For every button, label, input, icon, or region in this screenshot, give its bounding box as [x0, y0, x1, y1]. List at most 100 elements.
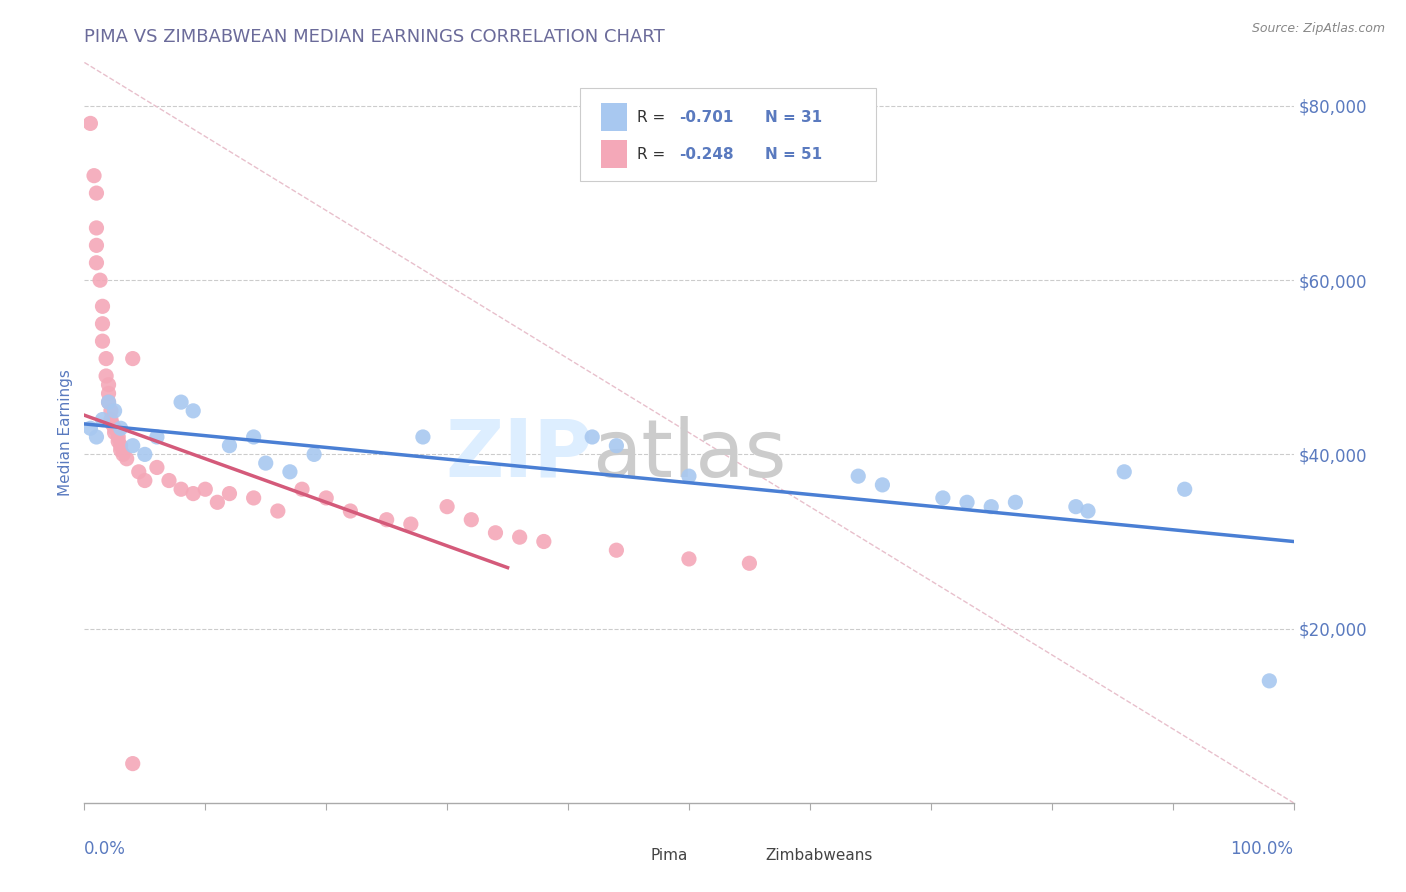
Point: [79, 116, 101, 130]
Text: Source: ZipAtlas.com: Source: ZipAtlas.com: [1251, 22, 1385, 36]
Point: [436, 500, 458, 514]
Text: -0.248: -0.248: [679, 147, 734, 161]
Point: [101, 417, 124, 431]
Point: [89, 273, 111, 287]
Point: [460, 513, 482, 527]
Point: [97, 395, 120, 409]
Point: [128, 465, 150, 479]
Point: [678, 552, 700, 566]
Point: [97, 395, 120, 409]
Point: [605, 439, 627, 453]
Point: [242, 491, 264, 505]
Text: 100.0%: 100.0%: [1230, 840, 1294, 858]
Bar: [731, 844, 758, 866]
Point: [94, 351, 117, 366]
Point: [254, 456, 277, 470]
Point: [218, 439, 240, 453]
Point: [104, 425, 127, 440]
Text: 0.0%: 0.0%: [84, 840, 127, 858]
Point: [846, 469, 869, 483]
Point: [146, 460, 169, 475]
Point: [181, 404, 204, 418]
Point: [484, 525, 506, 540]
FancyBboxPatch shape: [581, 88, 876, 181]
Bar: [600, 140, 627, 169]
Point: [375, 513, 398, 527]
Point: [412, 430, 434, 444]
Point: [97, 377, 120, 392]
Point: [738, 556, 761, 570]
Point: [94, 369, 117, 384]
Point: [100, 404, 122, 418]
Text: R =: R =: [637, 110, 671, 125]
Text: -0.701: -0.701: [679, 110, 734, 125]
Point: [170, 482, 193, 496]
Point: [315, 491, 337, 505]
Point: [678, 469, 700, 483]
Point: [218, 486, 240, 500]
Y-axis label: Median Earnings: Median Earnings: [58, 369, 73, 496]
Point: [533, 534, 555, 549]
Point: [581, 430, 603, 444]
Text: Pima: Pima: [650, 847, 688, 863]
Point: [291, 482, 314, 496]
Point: [509, 530, 531, 544]
Point: [86, 238, 108, 252]
Point: [86, 186, 108, 200]
Text: Zimbabweans: Zimbabweans: [765, 847, 873, 863]
Bar: [600, 103, 627, 131]
Point: [110, 443, 132, 458]
Point: [110, 421, 132, 435]
Point: [157, 474, 180, 488]
Point: [79, 421, 101, 435]
Text: PIMA VS ZIMBABWEAN MEDIAN EARNINGS CORRELATION CHART: PIMA VS ZIMBABWEAN MEDIAN EARNINGS CORRE…: [84, 28, 665, 45]
Point: [121, 351, 143, 366]
Point: [121, 756, 143, 771]
Point: [112, 447, 135, 461]
Point: [1077, 504, 1099, 518]
Text: N = 31: N = 31: [765, 110, 823, 125]
Text: ZIP: ZIP: [444, 416, 592, 494]
Point: [932, 491, 955, 505]
Point: [104, 404, 127, 418]
Text: R =: R =: [637, 147, 671, 161]
Point: [91, 412, 114, 426]
Point: [100, 412, 122, 426]
Point: [104, 421, 127, 435]
Point: [107, 430, 129, 444]
Point: [1258, 673, 1281, 688]
Point: [278, 465, 301, 479]
Point: [181, 486, 204, 500]
Point: [302, 447, 325, 461]
Point: [170, 395, 193, 409]
Point: [134, 447, 156, 461]
Point: [1114, 465, 1136, 479]
Point: [207, 495, 229, 509]
Point: [605, 543, 627, 558]
Point: [86, 221, 108, 235]
Point: [91, 299, 114, 313]
Point: [86, 256, 108, 270]
Point: [83, 169, 105, 183]
Point: [115, 451, 138, 466]
Point: [339, 504, 361, 518]
Point: [110, 439, 132, 453]
Point: [1064, 500, 1087, 514]
Point: [86, 430, 108, 444]
Point: [872, 478, 894, 492]
Point: [107, 434, 129, 449]
Point: [134, 474, 156, 488]
Text: N = 51: N = 51: [765, 147, 823, 161]
Bar: [616, 844, 643, 866]
Point: [242, 430, 264, 444]
Point: [146, 430, 169, 444]
Text: atlas: atlas: [592, 416, 786, 494]
Point: [97, 386, 120, 401]
Point: [194, 482, 217, 496]
Point: [1004, 495, 1026, 509]
Point: [956, 495, 979, 509]
Point: [980, 500, 1002, 514]
Point: [91, 334, 114, 348]
Point: [267, 504, 290, 518]
Point: [121, 439, 143, 453]
